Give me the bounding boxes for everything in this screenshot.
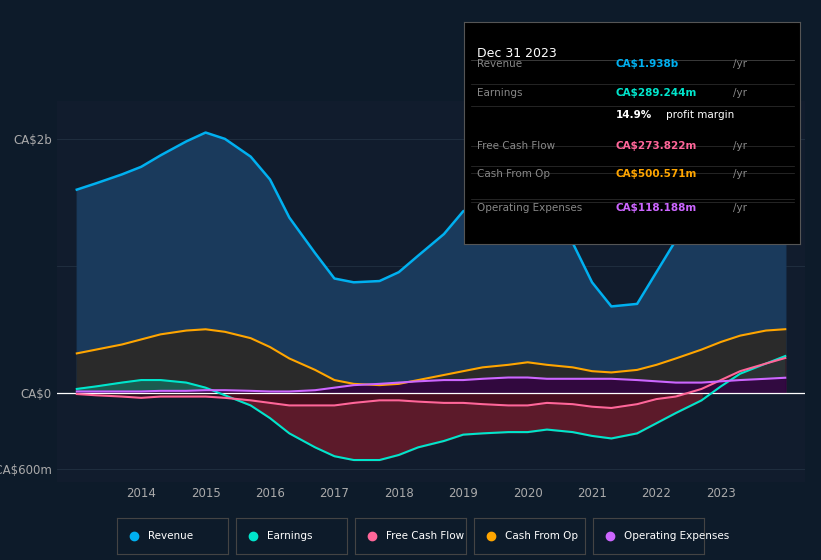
Text: Dec 31 2023: Dec 31 2023: [477, 46, 557, 60]
Text: CA$500.571m: CA$500.571m: [616, 170, 697, 179]
Text: Free Cash Flow: Free Cash Flow: [477, 141, 556, 151]
Text: Revenue: Revenue: [148, 531, 193, 541]
Text: Revenue: Revenue: [477, 59, 522, 69]
Text: Operating Expenses: Operating Expenses: [477, 203, 583, 213]
Text: Cash From Op: Cash From Op: [505, 531, 578, 541]
Text: CA$1.938b: CA$1.938b: [616, 59, 679, 69]
Text: profit margin: profit margin: [666, 110, 734, 120]
Text: CA$289.244m: CA$289.244m: [616, 87, 697, 97]
Text: Free Cash Flow: Free Cash Flow: [386, 531, 464, 541]
Text: /yr: /yr: [733, 59, 747, 69]
Text: Earnings: Earnings: [477, 87, 523, 97]
Text: Earnings: Earnings: [267, 531, 313, 541]
Text: /yr: /yr: [733, 87, 747, 97]
Text: CA$118.188m: CA$118.188m: [616, 203, 696, 213]
Text: /yr: /yr: [733, 141, 747, 151]
Text: CA$273.822m: CA$273.822m: [616, 141, 697, 151]
Text: /yr: /yr: [733, 170, 747, 179]
Text: /yr: /yr: [733, 203, 747, 213]
Text: 14.9%: 14.9%: [616, 110, 652, 120]
Text: Cash From Op: Cash From Op: [477, 170, 550, 179]
Text: Operating Expenses: Operating Expenses: [624, 531, 729, 541]
